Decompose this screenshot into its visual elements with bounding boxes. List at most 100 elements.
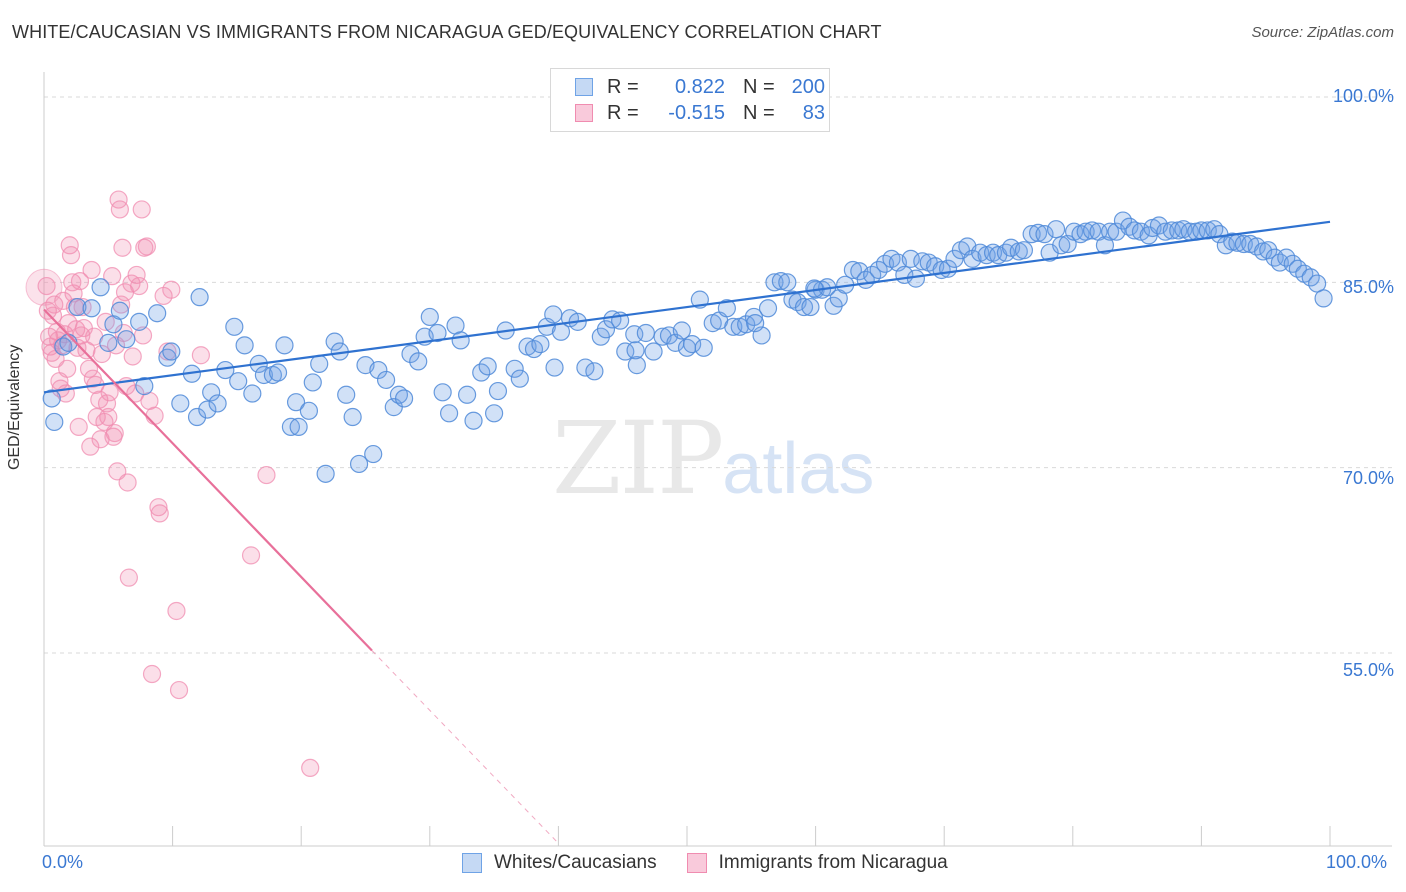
white-point <box>289 417 308 436</box>
white-point <box>717 299 736 318</box>
white-point <box>505 359 524 378</box>
trend-lines <box>43 220 1331 844</box>
nicaragua-point <box>45 295 64 314</box>
white-point <box>1035 225 1054 244</box>
nicaragua-point <box>132 200 151 219</box>
white-point <box>771 271 790 291</box>
legend-swatch-blue <box>462 853 482 873</box>
white-point <box>299 401 319 420</box>
white-point <box>409 352 428 371</box>
nicaragua-point <box>257 465 276 485</box>
white-point <box>225 317 244 336</box>
series-legend: Whites/Caucasians Immigrants from Nicara… <box>462 852 978 874</box>
r-value: -0.515 <box>668 101 725 124</box>
chart-title: WHITE/CAUCASIAN VS IMMIGRANTS FROM NICAR… <box>12 22 882 42</box>
white-point <box>746 314 765 333</box>
legend-swatch-blue <box>575 78 593 96</box>
white-point <box>1259 241 1278 260</box>
white-point <box>275 336 294 355</box>
white-point <box>310 354 329 373</box>
white-point <box>190 288 209 307</box>
white-point <box>544 305 563 324</box>
white-point <box>364 444 383 464</box>
white-point <box>171 394 190 413</box>
white-point <box>343 407 362 427</box>
y-axis-label: GED/Equivalency <box>6 344 23 470</box>
white-point <box>1076 222 1095 241</box>
white-point <box>286 393 306 412</box>
nicaragua-trend-extension <box>371 650 559 844</box>
white-point <box>744 307 763 327</box>
correlation-legend: R = 0.822 N = 200 R = -0.515 N = 83 <box>550 68 830 132</box>
nicaragua-point <box>97 394 117 413</box>
nicaragua-point <box>150 504 169 523</box>
nicaragua-point <box>60 236 79 255</box>
n-label: N = <box>743 75 775 98</box>
watermark-zip: ZIP <box>552 400 724 517</box>
white-point <box>1052 236 1071 255</box>
white-point <box>672 321 691 340</box>
legend-item-whites: Whites/Caucasians <box>462 852 657 874</box>
nicaragua-trend-line <box>43 308 373 652</box>
nicaragua-point <box>61 246 81 265</box>
nicaragua-point <box>77 341 96 360</box>
nicaragua-point <box>158 342 177 361</box>
white-point <box>626 341 645 360</box>
white-point <box>82 299 101 318</box>
nicaragua-point <box>58 359 77 378</box>
nicaragua-point <box>110 200 129 219</box>
white-point <box>316 464 335 483</box>
white-point <box>1314 289 1333 308</box>
white-point <box>268 363 288 382</box>
y-tick-label: 55.0% <box>1342 660 1394 680</box>
white-point <box>243 384 262 403</box>
white-point <box>1028 223 1048 243</box>
nicaragua-point <box>149 498 168 517</box>
legend-label: Whites/Caucasians <box>494 852 657 873</box>
white-point <box>1100 222 1120 241</box>
white-point <box>202 383 221 402</box>
nicaragua-point <box>25 268 63 306</box>
white-point <box>325 332 344 351</box>
nicaragua-point <box>113 238 132 257</box>
nicaragua-point <box>70 271 90 291</box>
white-point <box>901 249 920 268</box>
white-point <box>510 369 529 388</box>
legend-row-whites: R = 0.822 N = 200 <box>575 75 825 99</box>
white-point <box>130 312 149 331</box>
nicaragua-point <box>119 568 138 587</box>
legend-item-nicaragua: Immigrants from Nicaragua <box>686 852 948 874</box>
white-point <box>162 342 181 361</box>
white-point <box>420 307 439 327</box>
white-trend-line <box>43 220 1331 394</box>
white-point <box>457 385 477 404</box>
white-point <box>1022 225 1041 244</box>
r-label: R = <box>607 75 639 98</box>
white-points <box>42 211 1333 483</box>
nicaragua-point <box>92 344 111 364</box>
nicaragua-point <box>145 406 164 425</box>
nicaragua-point <box>103 267 122 286</box>
y-tick-label: 70.0% <box>1342 468 1394 488</box>
r-label: R = <box>607 101 639 124</box>
legend-swatch-pink <box>575 104 593 122</box>
white-point <box>627 356 646 375</box>
white-point <box>303 373 322 392</box>
white-point <box>1283 254 1302 273</box>
nicaragua-point <box>37 276 56 296</box>
r-value: 0.822 <box>674 75 725 98</box>
white-point <box>187 407 207 427</box>
axes <box>43 72 1392 847</box>
y-tick-label: 85.0% <box>1342 277 1394 297</box>
white-point <box>1046 220 1066 239</box>
white-point <box>68 297 87 317</box>
white-point <box>576 358 595 377</box>
white-point <box>229 372 248 391</box>
white-point <box>1125 221 1144 240</box>
white-point <box>1082 221 1102 240</box>
n-value: 200 <box>791 75 825 98</box>
white-point <box>208 394 227 413</box>
white-point <box>778 273 797 292</box>
nicaragua-point <box>142 664 162 684</box>
white-point <box>135 377 154 396</box>
